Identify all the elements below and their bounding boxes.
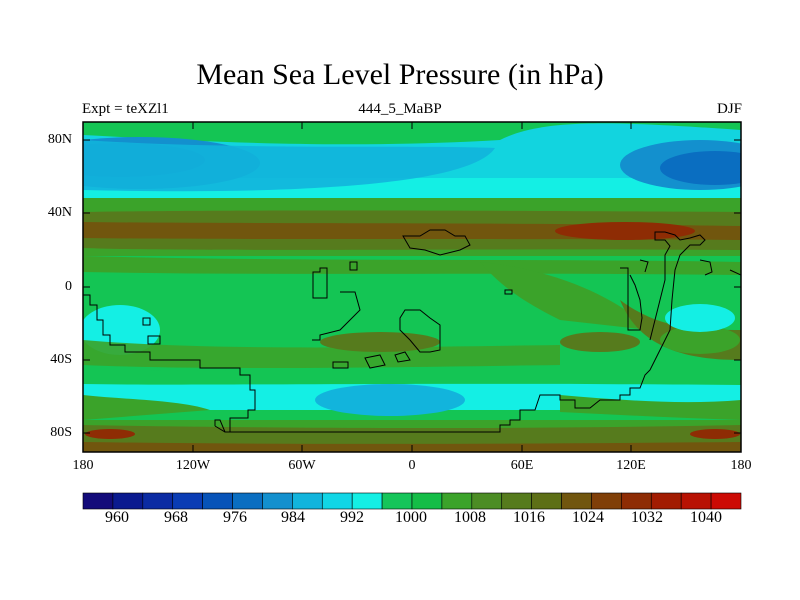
colorbar-label: 1040: [690, 509, 722, 526]
colorbar-label: 1032: [631, 509, 663, 526]
lat-label-0: 0: [65, 279, 72, 294]
pressure-field: [83, 122, 741, 452]
colorbar-box: [262, 492, 293, 510]
colorbar-label: 960: [105, 509, 129, 526]
colorbar-box: [680, 492, 712, 510]
lon-label-180w: 180: [72, 458, 94, 473]
season-label: DJF: [716, 101, 742, 117]
colorbar-box: [112, 492, 144, 510]
colorbar-label: 1008: [454, 509, 486, 526]
lat-label-40n: 40N: [47, 205, 72, 220]
colorbar-box: [292, 492, 323, 510]
lon-label-60e: 60E: [510, 458, 534, 473]
experiment-label: Expt = teXZl1: [82, 101, 169, 117]
colorbar-box: [621, 492, 652, 510]
colorbar-box: [172, 492, 203, 510]
colorbar: [82, 492, 742, 510]
colorbar-box: [82, 492, 114, 510]
colorbar-box: [142, 492, 174, 510]
colorbar-box: [710, 492, 742, 510]
axis-ticks: [82, 122, 742, 452]
colorbar-box: [351, 492, 383, 510]
colorbar-box: [471, 492, 503, 510]
colorbar-box: [591, 492, 622, 510]
colorbar-label: 984: [281, 509, 305, 526]
colorbar-label: 976: [223, 509, 247, 526]
lon-label-120w: 120W: [175, 458, 211, 473]
colorbar-box: [561, 492, 592, 510]
colorbar-label: 992: [340, 509, 364, 526]
colorbar-box: [232, 492, 263, 510]
colorbar-box: [381, 492, 413, 510]
lon-label-120e: 120E: [616, 458, 646, 473]
colorbar-label: 1016: [513, 509, 545, 526]
period-label: 444_5_MaBP: [358, 101, 442, 117]
lon-label-0: 0: [408, 458, 416, 473]
plot-title: Mean Sea Level Pressure (in hPa): [196, 58, 604, 91]
colorbar-box: [202, 492, 233, 510]
coastlines: [83, 229, 741, 433]
lon-label-180e: 180: [730, 458, 752, 473]
colorbar-label: 1024: [572, 509, 604, 526]
lat-label-80n: 80N: [47, 132, 72, 147]
colorbar-label: 968: [164, 509, 188, 526]
colorbar-box: [531, 492, 562, 510]
lat-label-40s: 40S: [50, 352, 72, 367]
lat-label-80s: 80S: [50, 425, 72, 440]
colorbar-box: [321, 492, 353, 510]
colorbar-box: [650, 492, 682, 510]
colorbar-box: [501, 492, 532, 510]
colorbar-label: 1000: [395, 509, 427, 526]
colorbar-box: [441, 492, 473, 510]
colorbar-box: [411, 492, 443, 510]
lon-label-60w: 60W: [288, 458, 316, 473]
